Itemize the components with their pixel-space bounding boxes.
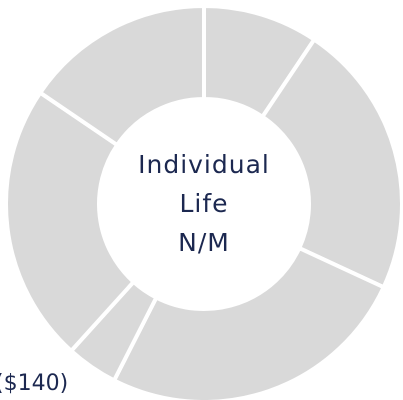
segment-annotation: ($140) <box>0 371 68 396</box>
donut-segment <box>4 89 137 354</box>
center-label: N/M <box>178 228 230 257</box>
donut-segment <box>259 36 403 290</box>
donut-segment <box>111 245 387 400</box>
center-label: Individual <box>138 150 270 179</box>
center-label: Life <box>179 189 228 218</box>
donut-segment <box>37 3 206 148</box>
